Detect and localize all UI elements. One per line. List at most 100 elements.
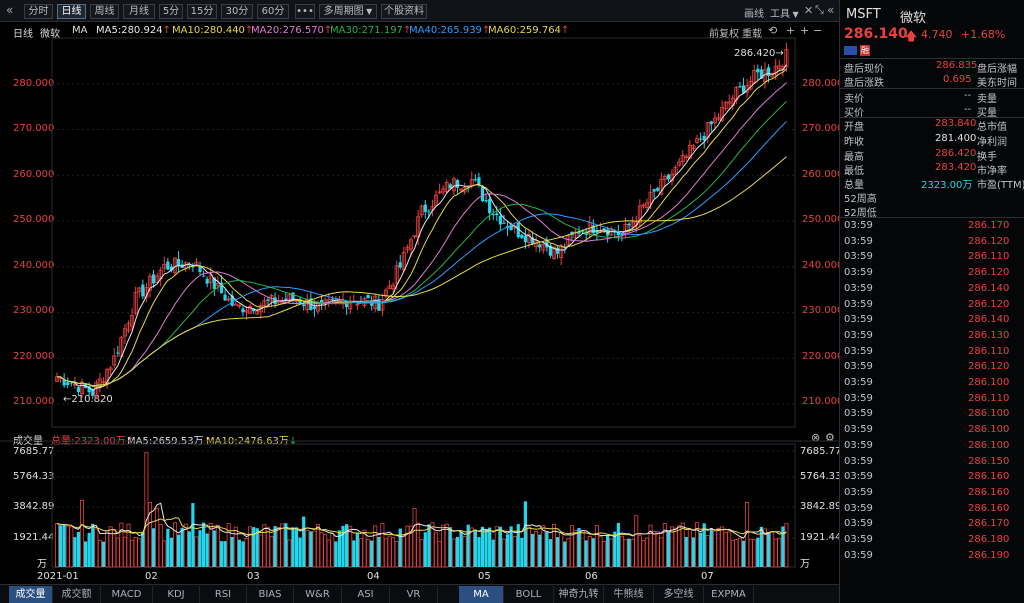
period-button-intraday[interactable]: 分时 [24, 4, 53, 19]
settings-icon[interactable]: ⚙ [825, 431, 835, 444]
candle-body-up [72, 383, 77, 386]
candle-body-up [552, 246, 557, 259]
tick-time: 03:59 [844, 502, 873, 514]
candle-body-up [183, 262, 188, 269]
stock-chart[interactable]: 日线 微软 MA MA5:280.924↑ MA10:280.440↑ MA20… [0, 22, 843, 582]
candle-body-down [169, 266, 174, 271]
tick-price: 286.120 [968, 361, 1010, 373]
tab-expma[interactable]: EXPMA [704, 586, 754, 603]
high-label: 最高 [844, 152, 864, 163]
period-button-30min[interactable]: 30分 [221, 4, 253, 19]
tab-ma[interactable]: MA [459, 586, 504, 603]
stock-profile-button[interactable]: 个股资料 [381, 4, 427, 19]
volume-bar-down [491, 539, 495, 567]
candle-body-up [362, 298, 367, 307]
period-button-15min[interactable]: 15分 [187, 4, 217, 19]
tab-wr[interactable]: W&R [294, 586, 342, 603]
candle-body-down [176, 259, 181, 266]
candle-body-up [673, 166, 678, 175]
zoom-out-icon[interactable]: − [813, 24, 823, 37]
volume-total: 总量:2323.00万↑ [51, 432, 134, 447]
prev-close-value: 281.400 [935, 133, 977, 144]
period-button-5min[interactable]: 5分 [159, 4, 183, 19]
candle-body-down [366, 294, 370, 299]
up-arrow-icon: ↑ [402, 25, 412, 36]
tab-bull-bear[interactable]: 牛熊线 [604, 586, 654, 603]
candle-body-up [687, 144, 692, 159]
ma20-value: MA20:276.570↑ [251, 25, 332, 36]
volume-bar-up [648, 524, 653, 568]
period-button-weekly[interactable]: 周线 [90, 4, 119, 19]
volume-bar-down [741, 540, 746, 567]
tab-asi[interactable]: ASI [342, 586, 390, 603]
candle-body-up [566, 234, 571, 246]
close-icon[interactable]: ✕ [804, 4, 814, 17]
period-button-60min[interactable]: 60分 [257, 4, 289, 19]
tick-price: 286.110 [968, 392, 1010, 404]
tab-turnover[interactable]: 成交额 [53, 586, 101, 603]
candle-body-down [491, 214, 495, 216]
low-price-annotation: ←210.820 [63, 394, 113, 405]
candle-body-up [333, 299, 338, 303]
tick-price: 286.100 [968, 377, 1010, 388]
collapse-left-icon[interactable]: « [6, 3, 14, 17]
date-axis-label: 06 [585, 571, 598, 582]
volume-ma5: MA5:2659.53万↑ [127, 432, 212, 447]
volume-bar-up [623, 539, 628, 568]
candle-body-down [523, 235, 528, 243]
volume-bar-up [358, 538, 363, 568]
multi-period-dropdown[interactable]: 多周期图 ▼ [319, 4, 377, 19]
tab-rsi[interactable]: RSI [200, 586, 247, 603]
ma60-line [56, 156, 787, 387]
margin-tag: 融 [860, 45, 870, 56]
candle-body-down [709, 121, 713, 125]
volume-bar-up [737, 537, 742, 568]
collapse-right-icon[interactable]: « [827, 3, 835, 17]
period-button-monthly[interactable]: 月线 [123, 4, 155, 19]
volume-axis-left-tick: 1921.44 [13, 532, 55, 543]
tab-magic-nine[interactable]: 神奇九转 [554, 586, 604, 603]
candle-body-down [473, 179, 477, 181]
expand-icon[interactable]: ⤡ [815, 3, 824, 16]
zoom-in-icon[interactable]: + [786, 24, 796, 37]
reset-icon[interactable]: ⟲ [768, 24, 778, 37]
tab-long-short[interactable]: 多空线 [654, 586, 704, 603]
period-button-daily[interactable]: 日线 [57, 4, 86, 19]
tab-macd[interactable]: MACD [101, 586, 153, 603]
tab-volume[interactable]: 成交量 [9, 586, 53, 603]
volume-bar-down [76, 531, 81, 567]
price-axis-right-tick: 220.000 [802, 351, 844, 362]
tools-dropdown[interactable]: 工具 ▼ [770, 5, 799, 20]
candle-body-up [305, 299, 310, 311]
ask-price-value: -- [964, 90, 972, 101]
tab-kdj[interactable]: KDJ [153, 586, 200, 603]
candle-body-up [294, 300, 299, 303]
volume-bar-down [302, 516, 306, 567]
volume-bar-up [194, 536, 199, 568]
tab-bias[interactable]: BIAS [247, 586, 294, 603]
tick-time: 03:59 [844, 549, 873, 561]
candle-body-up [412, 235, 417, 238]
candle-body-down [455, 180, 460, 188]
candle-body-up [326, 299, 331, 303]
tab-boll[interactable]: BOLL [504, 586, 554, 603]
more-periods-button[interactable]: ••• [295, 4, 315, 19]
volume-bar-up [644, 537, 649, 568]
tick-price: 286.140 [968, 314, 1010, 326]
volume-bar-down [180, 527, 184, 567]
candle-body-down [423, 204, 427, 212]
volume-axis-left-tick: 5764.33 [13, 471, 55, 482]
close-pane-icon[interactable]: ⊗ [811, 431, 821, 444]
reload-button[interactable]: 重载 [742, 29, 762, 40]
candle-body-up [126, 323, 131, 331]
volume-bar-down [459, 531, 463, 567]
draw-line-button[interactable]: 画线 [744, 9, 764, 20]
volume-bar-up [566, 538, 571, 568]
volume-bar-down [223, 541, 227, 567]
candle-body-up [162, 263, 167, 269]
candle-body-down [577, 231, 581, 234]
tab-vr[interactable]: VR [390, 586, 438, 603]
add-icon[interactable]: + [800, 24, 810, 37]
forward-adjust-button[interactable]: 前复权 [709, 29, 739, 40]
candle-body-up [155, 275, 160, 283]
